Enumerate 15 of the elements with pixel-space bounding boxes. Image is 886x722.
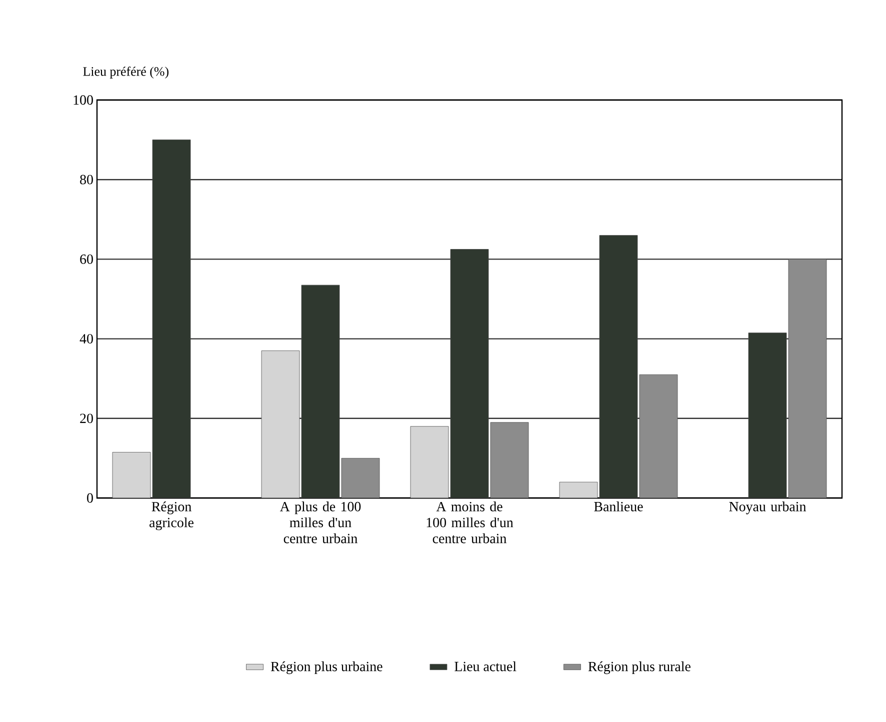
y-tick-label: 40 [80, 334, 93, 344]
y-tick-label: 60 [80, 254, 93, 264]
y-tick-label: 80 [80, 174, 93, 184]
legend-label: Région plus rurale [588, 661, 690, 674]
y-tick-label: 20 [80, 414, 93, 424]
legend-label: Lieu actuel [454, 661, 516, 672]
x-tick-label: Région agricole [150, 502, 194, 530]
y-tick-label: 0 [87, 493, 93, 503]
y-axis-title: Lieu préféré (%) [83, 66, 168, 78]
x-tick-label: A plus de 100 milles d'un centre urbain [280, 502, 361, 544]
x-tick-label: Noyau urbain [729, 502, 806, 514]
legend-label: Région plus urbaine [270, 661, 382, 674]
x-tick-label: Banlieue [594, 502, 643, 512]
y-tick-label: 100 [74, 95, 93, 105]
x-tick-label: A moins de 100 milles d'un centre urbain [426, 502, 514, 544]
